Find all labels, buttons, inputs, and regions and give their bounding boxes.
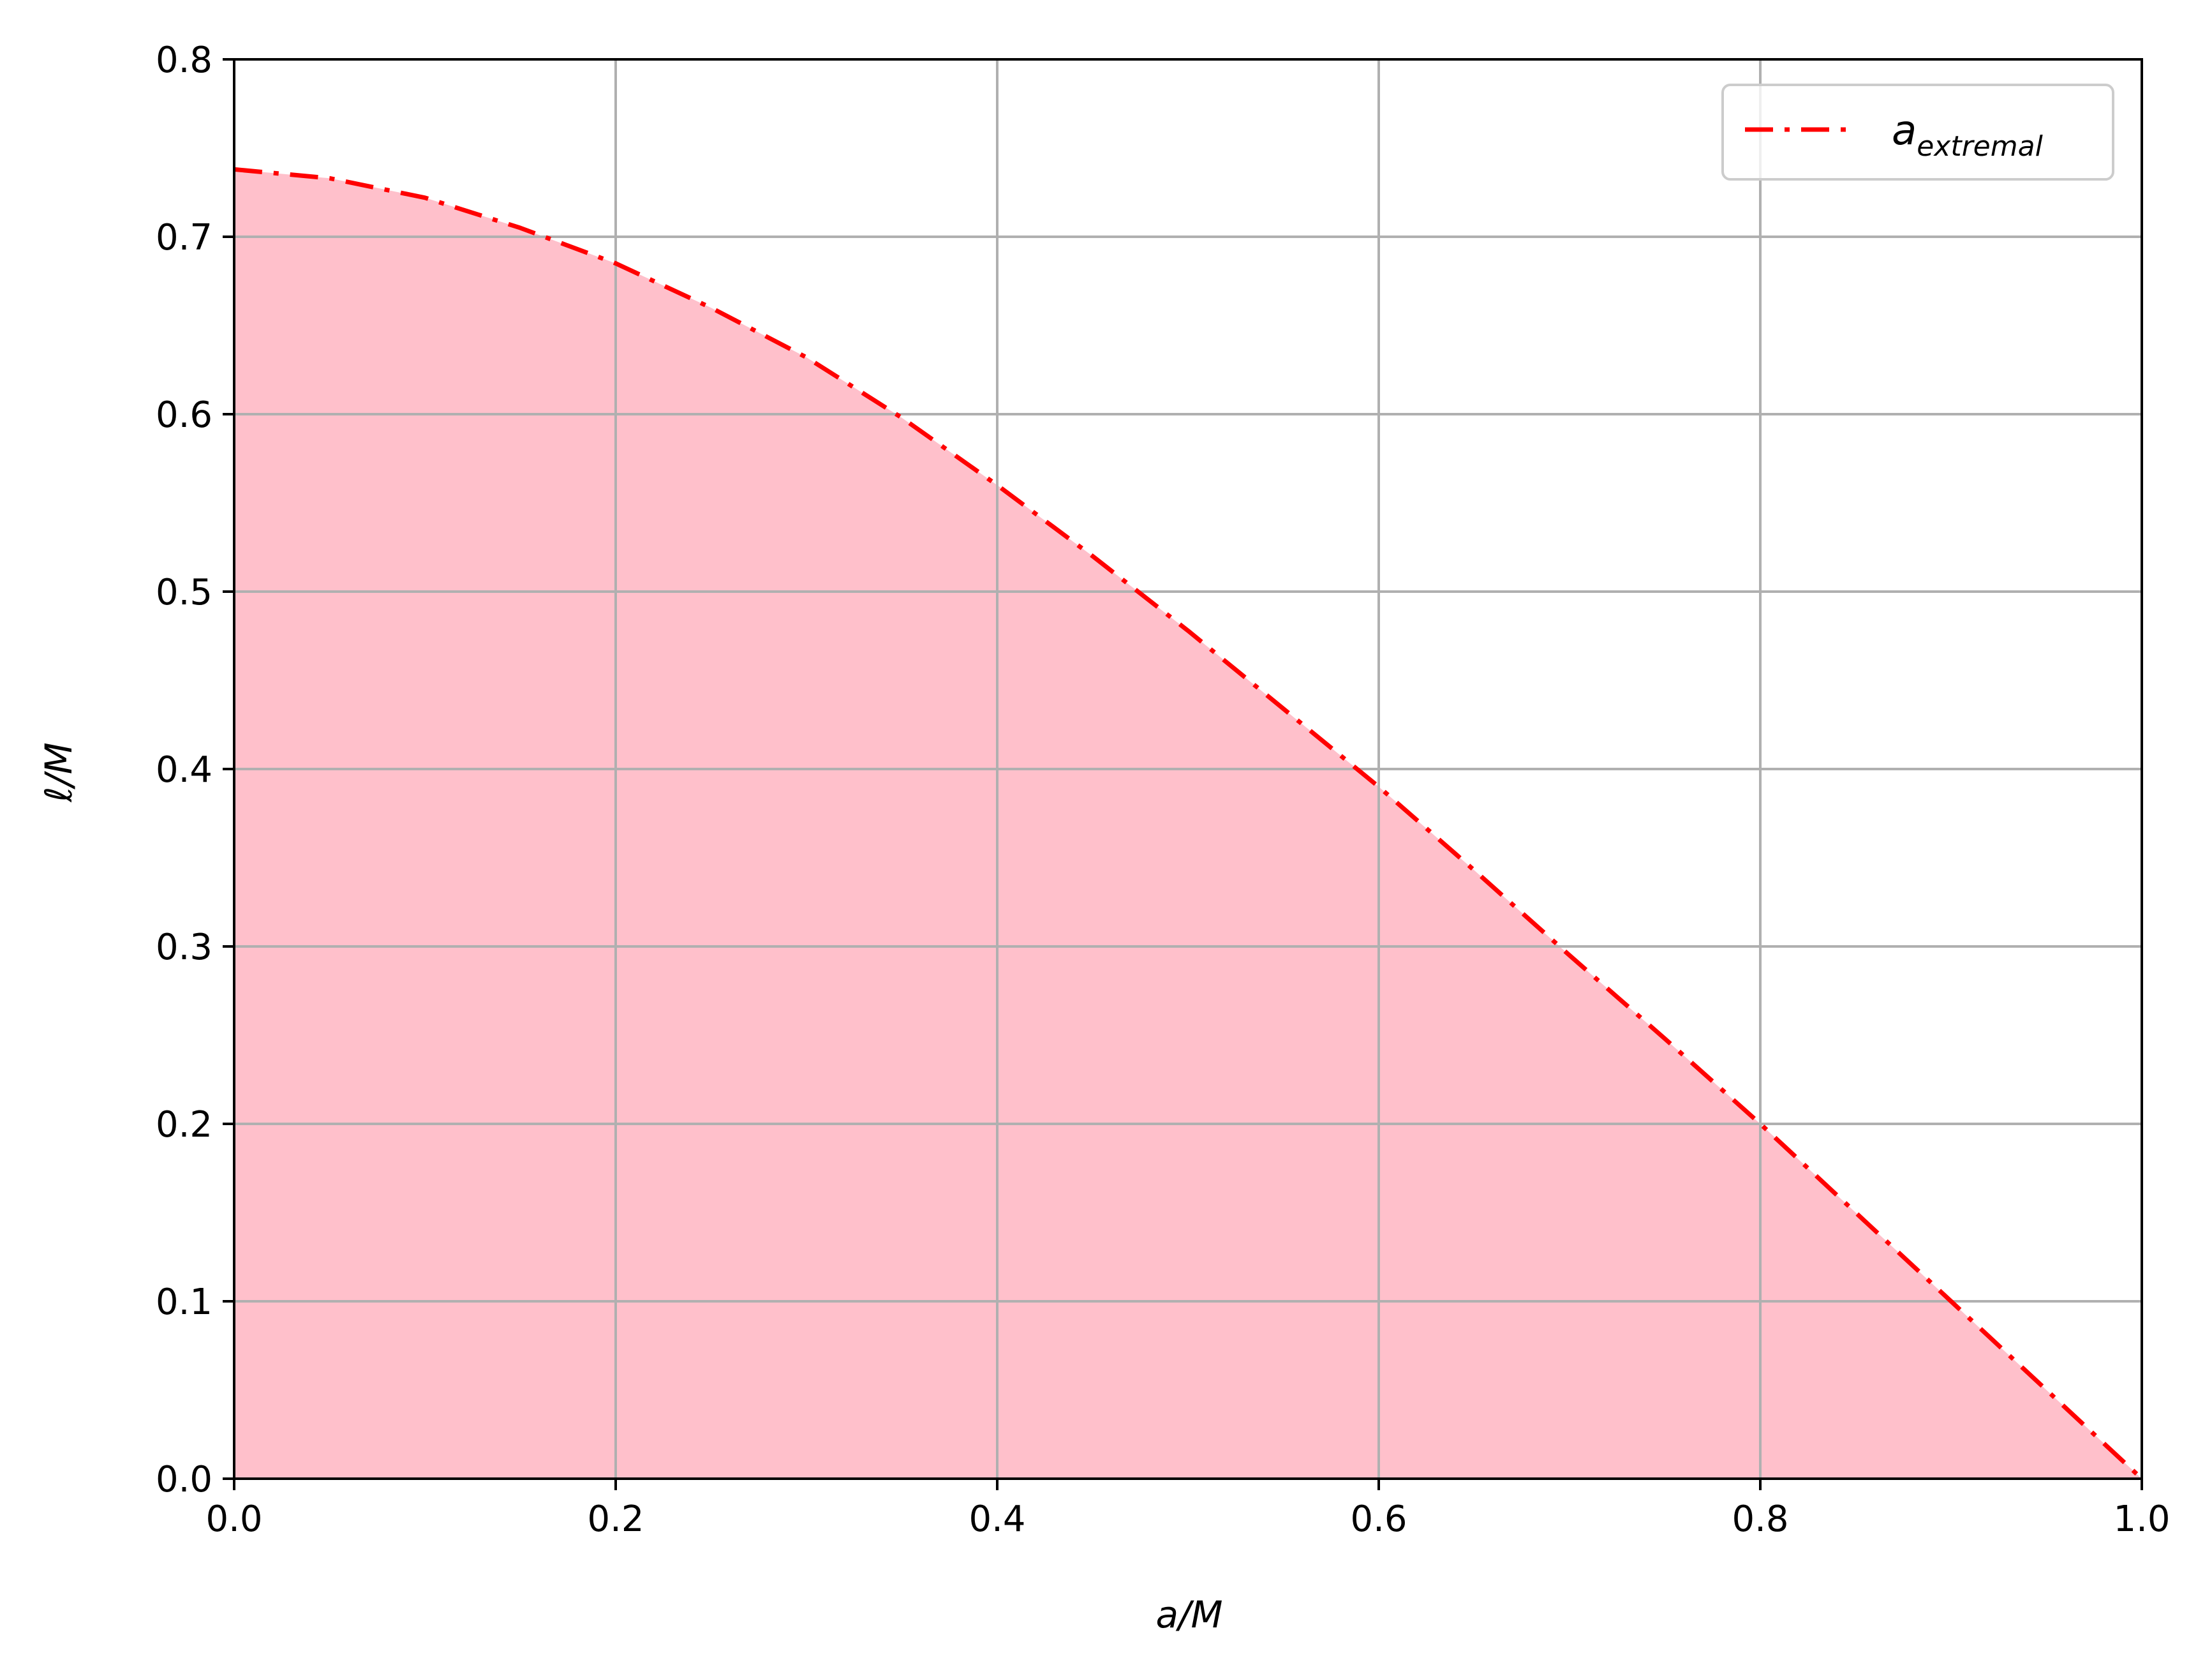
filled-region	[234, 169, 2142, 1479]
y-tick-label: 0.2	[156, 1104, 212, 1146]
y-tick-label: 0.0	[156, 1459, 212, 1500]
series-line-a-extremal	[234, 167, 2144, 1481]
legend: aextremal	[1721, 84, 2114, 181]
y-tick-label: 0.4	[156, 749, 212, 791]
x-tick-label: 0.0	[205, 1498, 262, 1540]
legend-entry-subscript: extremal	[1917, 130, 2043, 163]
y-tick-label: 0.7	[156, 217, 212, 258]
y-tick-label: 0.5	[156, 572, 212, 613]
y-tick-label: 0.3	[156, 927, 212, 968]
legend-entry-main: a	[1892, 107, 1917, 154]
legend-frame	[1721, 84, 2114, 181]
x-tick-label: 0.6	[1350, 1498, 1407, 1540]
axis-ticks: 0.0 0.2 0.4 0.6 0.8 1.0 0.0 0.1 0.2 0.3 0.4 0.5 0.6 0…	[156, 40, 2171, 1540]
plot-area	[233, 58, 2144, 1481]
x-tick-label: 0.4	[969, 1498, 1025, 1540]
x-tick-label: 0.8	[1732, 1498, 1788, 1540]
y-tick-label: 0.6	[156, 394, 212, 436]
x-axis-label: a/M	[1155, 1593, 1222, 1636]
y-tick-label: 0.8	[156, 40, 212, 81]
y-axis-label: ℓ/M	[37, 742, 80, 803]
y-tick-label: 0.1	[156, 1282, 212, 1323]
legend-entry: aextremal	[1892, 107, 2044, 163]
x-tick-label: 1.0	[2113, 1498, 2170, 1540]
x-tick-label: 0.2	[587, 1498, 644, 1540]
